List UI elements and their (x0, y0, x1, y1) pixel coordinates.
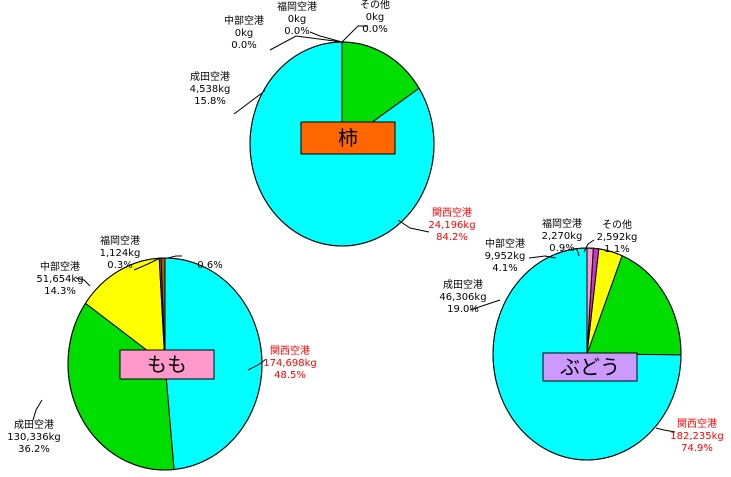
pie-momo-leader-2 (75, 277, 91, 287)
pie-budou-label-3-name: 福岡空港 (542, 217, 582, 230)
pie-momo-leader-4 (167, 255, 182, 259)
pie-budou-label-2-percent: 4.1% (492, 263, 517, 274)
pie-kaki-label-0-name: 関西空港 (432, 206, 472, 219)
pie-budou-title-box (542, 352, 638, 382)
pie-budou-title: ぶどう (560, 355, 620, 379)
pie-momo-label-3-weight: 1,124kg (100, 248, 141, 259)
pie-budou-leader-4 (583, 239, 595, 253)
pie-budou-label-0-percent: 74.9% (681, 443, 713, 454)
pie-kaki-label-4-weight: 0kg (366, 12, 385, 23)
pie-momo-title-box (119, 349, 215, 380)
pie-kaki-label-4-percent: 0.0% (362, 24, 387, 35)
pie-momo-label-2-percent: 14.3% (44, 286, 76, 297)
pie-budou-leader-2 (528, 255, 557, 259)
pie-kaki-label-2-weight: 0kg (235, 28, 254, 39)
pie-momo-leader-3 (133, 257, 161, 271)
pie-kaki-title: 柿 (338, 126, 358, 150)
pie-kaki-leader-2 (269, 35, 343, 51)
pie-momo-label-0-weight: 174,698kg (263, 358, 317, 369)
pie-kaki-leader-3 (309, 31, 343, 43)
pie-momo-label-2-name: 中部空港 (40, 260, 80, 273)
pie-momo-label-1-percent: 36.2% (18, 444, 50, 455)
pie-kaki-label-0-percent: 84.2% (436, 232, 468, 243)
pie-kaki-label-3-name: 福岡空港 (277, 0, 317, 13)
pie-kaki-label-4-name: その他 (360, 0, 390, 11)
pie-budou-label-1-name: 成田空港 (443, 278, 483, 291)
pie-momo-title: もも (147, 353, 187, 377)
pie-budou-label-2-weight: 9,952kg (485, 251, 526, 262)
pie-momo-label-4-percent: 0.6% (197, 260, 222, 271)
pie-momo-label-3-percent: 0.3% (107, 260, 132, 271)
pie-budou-label-2-name: 中部空港 (485, 237, 525, 250)
pie-budou-label-1-percent: 19.0% (447, 304, 479, 315)
pie-kaki: 柿関西空港24,196kg84.2%成田空港4,538kg15.8%中部空港0k… (190, 0, 476, 247)
pie-budou-label-4-name: その他 (602, 218, 632, 231)
pie-kaki-label-1-name: 成田空港 (190, 70, 230, 83)
pie-budou-label-0-weight: 182,235kg (670, 431, 724, 442)
pie-budou-label-4-weight: 2,592kg (597, 232, 638, 243)
pie-momo-label-2-weight: 51,654kg (36, 274, 83, 285)
pie-kaki-label-2-percent: 0.0% (231, 40, 256, 51)
pie-budou-leader-3 (575, 247, 580, 257)
pie-momo-leader-0 (247, 359, 266, 371)
pie-budou-label-4-percent: 1.1% (604, 244, 629, 255)
pie-kaki-label-3-percent: 0.0% (284, 26, 309, 37)
pie-momo-leader-1 (32, 399, 43, 421)
pie-momo-label-3-name: 福岡空港 (100, 234, 140, 247)
pie-budou-leader-0 (655, 427, 676, 433)
pie-momo-label-0-percent: 48.5% (274, 370, 306, 381)
pie-budou-outline (492, 247, 682, 461)
pie-kaki-label-1-weight: 4,538kg (190, 84, 231, 95)
pie-kaki-label-1-percent: 15.8% (194, 96, 226, 107)
pie-budou-label-0-name: 関西空港 (677, 417, 717, 430)
pie-budou-leader-1 (469, 299, 501, 311)
pie-kaki-leader-1 (233, 89, 266, 115)
pie-momo-label-1-name: 成田空港 (14, 418, 54, 431)
pie-momo-label-1-weight: 130,336kg (7, 432, 61, 443)
pie-kaki-label-2-name: 中部空港 (224, 14, 264, 27)
pie-budou-label-1-weight: 46,306kg (439, 292, 486, 303)
pie-budou-label-3-percent: 0.9% (549, 243, 574, 254)
pie-momo-outline (67, 257, 263, 471)
pie-kaki-leader-4 (341, 25, 368, 43)
pie-kaki-label-3-weight: 0kg (288, 14, 307, 25)
pie-kaki-label-0-weight: 24,196kg (428, 220, 475, 231)
pie-budou-label-3-weight: 2,270kg (542, 231, 583, 242)
pie-kaki-title-box (300, 121, 396, 155)
pie-momo-label-0-name: 関西空港 (270, 344, 310, 357)
pie-kaki-leader-0 (397, 219, 430, 233)
